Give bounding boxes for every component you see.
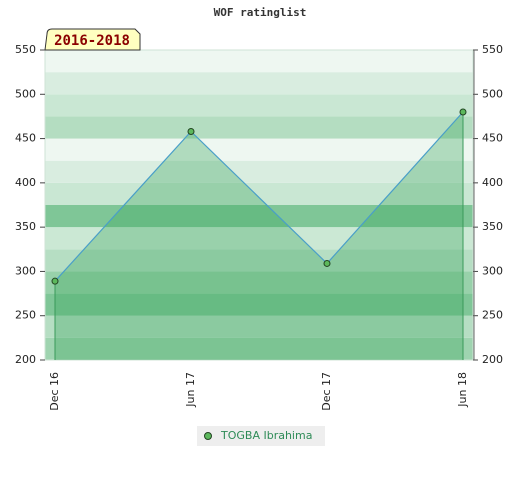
stripe [45,249,473,272]
stripe [45,160,473,183]
y-tick-label: 550 [15,43,36,56]
y2-tick-label: 350 [482,220,503,233]
y-tick-label: 300 [15,264,36,277]
stripe [45,315,473,338]
stripe [45,337,473,360]
stripe [45,138,473,161]
y2-tick-label: 200 [482,353,503,366]
badge: 2016-2018 [54,33,130,49]
stripe [45,227,473,250]
y-tick-label: 250 [15,309,36,322]
legend-marker [204,432,212,440]
y2-tick-label: 500 [482,87,503,100]
stripe [45,182,473,205]
stripe [45,293,473,316]
y-tick-label: 200 [15,353,36,366]
y2-tick-label: 450 [482,132,503,145]
y2-tick-label: 400 [482,176,503,189]
chart-title: WOF ratinglist [214,6,307,19]
plot-area [44,49,474,361]
stripe [45,50,473,73]
legend-box [197,426,325,446]
stripe [45,72,473,95]
line [54,111,464,282]
y-tick-label: 350 [15,220,36,233]
plot-border [44,49,474,361]
x-tick-label: Jun 17 [184,372,197,408]
y2-tick-label: 550 [482,43,503,56]
y-tick-label: 400 [15,176,36,189]
y2-tick-label: 300 [482,264,503,277]
point [459,108,467,116]
stripe [45,205,473,228]
point [323,259,331,267]
stripe [45,116,473,139]
y-tick-label: 500 [15,87,36,100]
area [55,112,463,360]
legend-label: TOGBA Ibrahima [220,429,312,442]
y2-tick-label: 250 [482,309,503,322]
x-tick-label: Dec 17 [320,372,333,411]
y-tick-label: 450 [15,132,36,145]
point [187,127,195,135]
stripe [45,94,473,117]
x-tick-label: Dec 16 [48,372,61,411]
point [51,277,59,285]
stripe [45,271,473,294]
badge-box [44,28,141,51]
x-tick-label: Jun 18 [456,372,469,408]
